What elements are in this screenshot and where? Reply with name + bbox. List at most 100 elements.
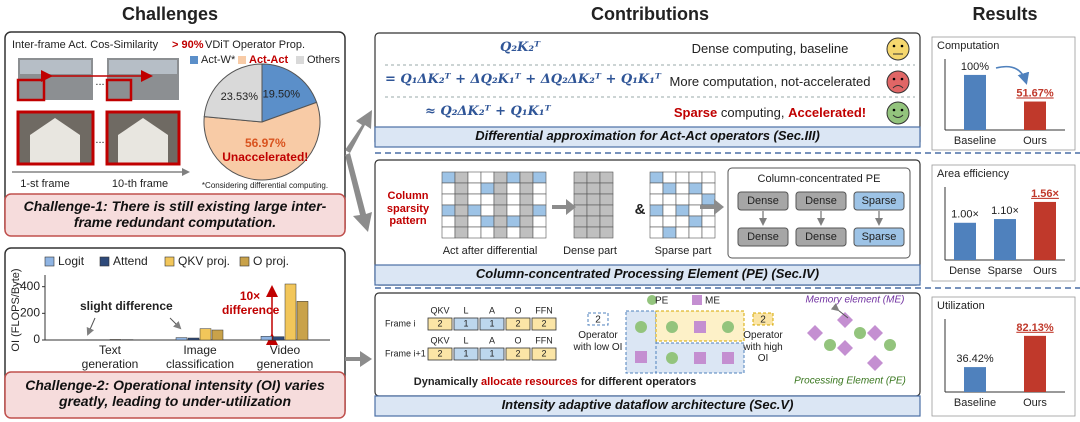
operator-cell bbox=[505, 347, 531, 361]
matrix-cell bbox=[701, 215, 716, 228]
matrix-cell bbox=[688, 171, 703, 184]
matrix-cell bbox=[441, 226, 456, 239]
matrix-cell bbox=[701, 171, 716, 184]
pe-block-label: Sparse bbox=[862, 195, 897, 207]
matrix-cell bbox=[649, 171, 664, 184]
pattern-label: Column sparsity pattern bbox=[386, 190, 430, 228]
matrix-cell bbox=[573, 171, 588, 184]
ellipsis: ... bbox=[95, 76, 104, 88]
matrix-cell bbox=[599, 182, 614, 195]
matrix-cell bbox=[599, 193, 614, 206]
text: for different operators bbox=[580, 376, 697, 388]
matrix-cell bbox=[493, 171, 508, 184]
frame-label: Frame i+1 bbox=[385, 348, 426, 358]
similarity-label: Inter-frame Act. Cos-Similarity bbox=[12, 39, 159, 51]
matrix-cell bbox=[467, 182, 482, 195]
equation: ≈ Q₂ΔK₂ᵀ + Q₁K₁ᵀ bbox=[425, 104, 551, 119]
matrix-cell bbox=[506, 215, 521, 228]
matrix-cell bbox=[586, 215, 601, 228]
x-tick-label: Baseline bbox=[954, 135, 996, 147]
bar bbox=[109, 339, 122, 341]
matrix-cell bbox=[493, 193, 508, 206]
matrix-label: Dense part bbox=[563, 245, 617, 257]
operator-cell bbox=[453, 347, 479, 361]
legend-swatch bbox=[44, 256, 55, 267]
value-label: 1.10× bbox=[991, 205, 1019, 217]
matrix-cell bbox=[599, 215, 614, 228]
matrix-cell bbox=[675, 193, 690, 206]
operator-cell-label: 1 bbox=[489, 348, 494, 358]
operator-cell-label: 1 bbox=[489, 318, 494, 328]
bar bbox=[1024, 335, 1046, 392]
legend-swatch bbox=[296, 56, 304, 64]
matrix-cell bbox=[701, 226, 716, 239]
pe-label: Processing Element (PE) bbox=[794, 376, 906, 387]
slice-label: 19.50% bbox=[263, 88, 301, 100]
matrix-cell bbox=[599, 171, 614, 184]
operator-cell-label: 2 bbox=[515, 318, 520, 328]
matrix-cell bbox=[675, 171, 690, 184]
bar bbox=[964, 74, 986, 130]
operator-label: FFN bbox=[535, 335, 553, 345]
matrix-cell bbox=[519, 226, 534, 239]
bar bbox=[284, 283, 297, 341]
bar bbox=[1034, 201, 1056, 260]
matrix-cell bbox=[675, 226, 690, 239]
matrix-cell bbox=[454, 193, 469, 206]
caption: Challenge-2: Operational intensity (OI) … bbox=[25, 377, 325, 410]
bar bbox=[994, 219, 1016, 260]
matrix-cell bbox=[467, 171, 482, 184]
pe-block-label: Sparse bbox=[862, 231, 897, 243]
value-label: 51.67% bbox=[1016, 87, 1054, 99]
operator-cell-label: 2 bbox=[541, 318, 546, 328]
operator-label: QKV bbox=[430, 305, 449, 315]
pie-title: VDiT Operator Prop. bbox=[205, 39, 305, 51]
operator-cell-label: 2 bbox=[541, 348, 546, 358]
caption: Challenge-1: There is still existing lar… bbox=[23, 198, 327, 231]
matrix-cell bbox=[519, 204, 534, 217]
text: Accelerated! bbox=[788, 105, 867, 120]
matrix-cell bbox=[454, 226, 469, 239]
y-tick-label: 400 bbox=[20, 279, 40, 293]
value-label: 1.56× bbox=[1031, 188, 1059, 200]
operator-label: QKV bbox=[430, 335, 449, 345]
matrix-cell bbox=[649, 215, 664, 228]
description: Sparse computing, Accelerated! bbox=[660, 105, 880, 121]
matrix-cell bbox=[662, 182, 677, 195]
legend-label: Attend bbox=[113, 254, 148, 268]
legend-label: Others bbox=[307, 54, 341, 66]
matrix-cell bbox=[480, 182, 495, 195]
operator-cell-label: 1 bbox=[463, 318, 468, 328]
matrix-cell bbox=[493, 226, 508, 239]
legend-label: Act-W* bbox=[201, 54, 236, 66]
y-tick-label: 200 bbox=[20, 306, 40, 320]
pe-block-label: Dense bbox=[805, 195, 837, 207]
pe-block bbox=[853, 191, 905, 211]
matrix-cell bbox=[441, 182, 456, 195]
annotation: 10× difference bbox=[222, 289, 280, 317]
matrix-cell bbox=[454, 215, 469, 228]
matrix-cell bbox=[532, 182, 547, 195]
matrix-cell bbox=[480, 193, 495, 206]
x-tick-label: Video generation bbox=[256, 343, 314, 371]
matrix-cell bbox=[467, 226, 482, 239]
matrix-cell bbox=[467, 215, 482, 228]
low-oi-label: Operator with low OI bbox=[573, 330, 623, 353]
matrix-cell bbox=[662, 204, 677, 217]
matrix-label: Sparse part bbox=[655, 245, 712, 257]
matrix-cell bbox=[573, 182, 588, 195]
legend-swatch bbox=[190, 56, 198, 64]
matrix-cell bbox=[573, 193, 588, 206]
matrix-cell bbox=[506, 193, 521, 206]
description: More computation, not-accelerated bbox=[669, 74, 871, 89]
operator-label: L bbox=[463, 335, 468, 345]
matrix-cell bbox=[493, 215, 508, 228]
pie-slice bbox=[261, 63, 318, 123]
matrix-cell bbox=[454, 171, 469, 184]
matrix-cell bbox=[532, 171, 547, 184]
value-label: 100% bbox=[961, 61, 989, 73]
matrix-cell bbox=[701, 182, 716, 195]
ampersand: & bbox=[635, 201, 646, 218]
x-tick-label: Sparse bbox=[988, 265, 1023, 277]
architecture bbox=[587, 295, 896, 374]
